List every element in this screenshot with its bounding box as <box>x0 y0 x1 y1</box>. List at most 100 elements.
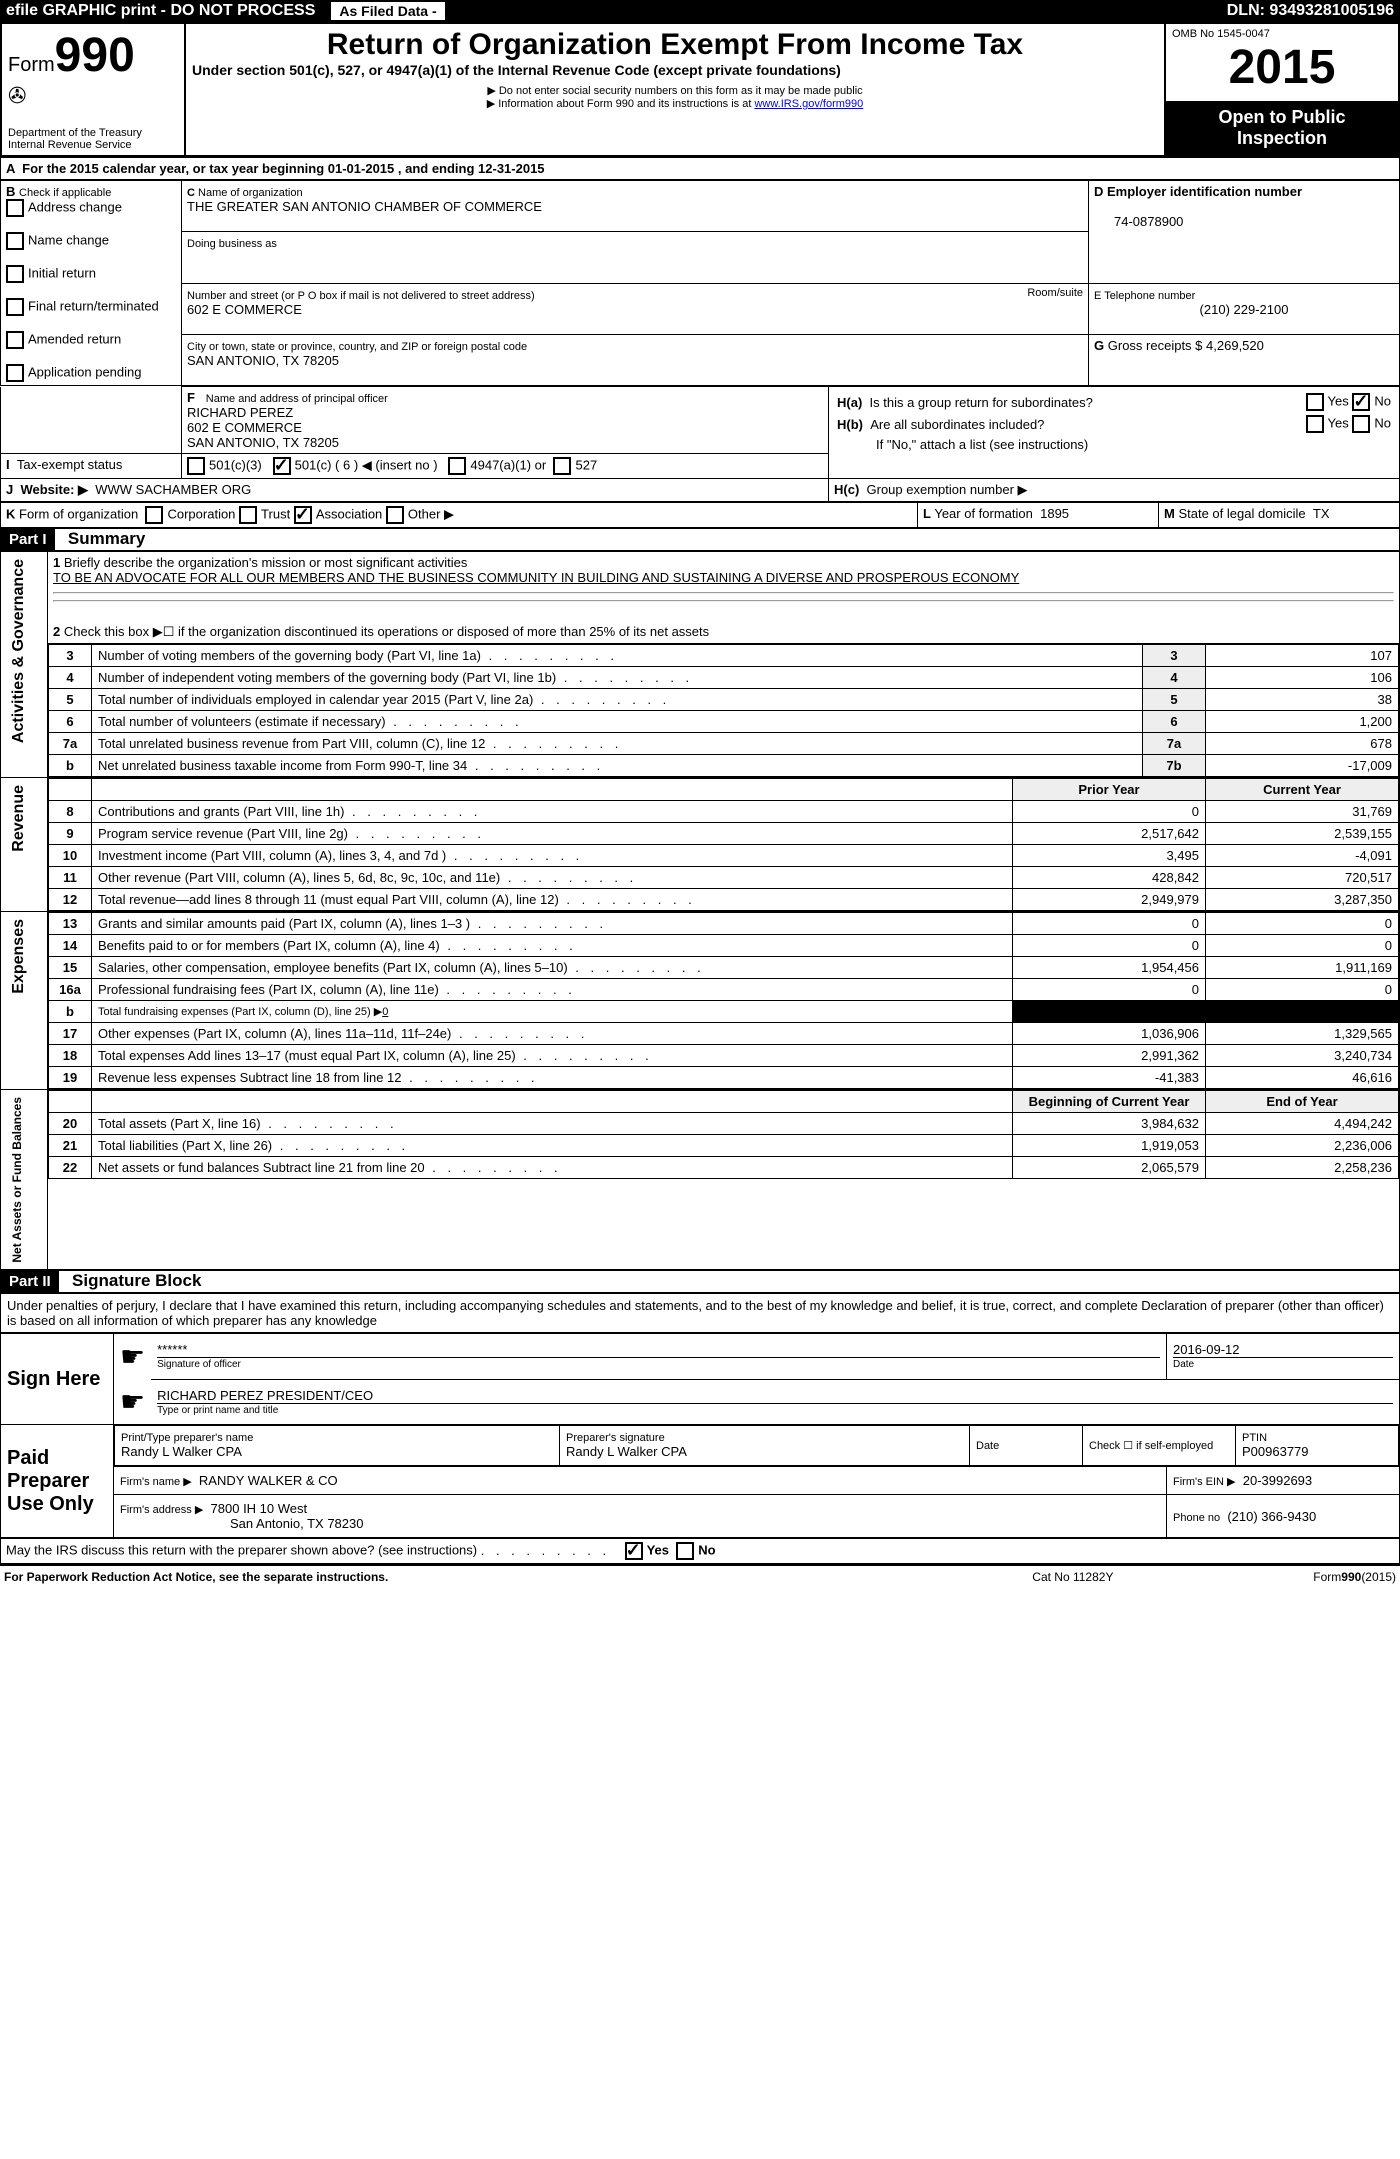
line-text: Total revenue—add lines 8 through 11 (mu… <box>92 888 1013 910</box>
line-num: 14 <box>49 934 92 956</box>
line-num: 15 <box>49 956 92 978</box>
current-value: 0 <box>1206 934 1399 956</box>
officer-city: SAN ANTONIO, TX 78205 <box>187 435 339 450</box>
signature-table: Sign Here ☛ ****** Signature of officer … <box>0 1333 1400 1538</box>
discuss-preparer: May the IRS discuss this return with the… <box>6 1543 477 1558</box>
dln-value: 93493281005196 <box>1269 2 1394 20</box>
cb-ha-no[interactable] <box>1352 393 1370 411</box>
pra-notice: For Paperwork Reduction Act Notice, see … <box>4 1570 388 1584</box>
part2-label: Part II <box>1 1271 59 1292</box>
officer-name: RICHARD PEREZ <box>187 405 293 420</box>
cb-trust[interactable] <box>239 506 257 524</box>
line-text: Total assets (Part X, line 16) <box>92 1112 1013 1134</box>
line-num: 12 <box>49 888 92 910</box>
cb-amended[interactable] <box>6 331 24 349</box>
line-text: Professional fundraising fees (Part IX, … <box>92 978 1013 1000</box>
note-info: ▶ Information about Form 990 and its ins… <box>192 97 1158 110</box>
cb-ha-yes[interactable] <box>1306 393 1324 411</box>
cb-hb-yes[interactable] <box>1306 415 1324 433</box>
officer-name-title: RICHARD PEREZ PRESIDENT/CEO <box>157 1388 1393 1403</box>
line-num: 6 <box>49 710 92 732</box>
current-value: 3,240,734 <box>1206 1044 1399 1066</box>
dln-label: DLN: <box>1227 2 1265 20</box>
state-domicile: TX <box>1313 506 1330 521</box>
prior-value: 2,991,362 <box>1013 1044 1206 1066</box>
efile-bar: efile GRAPHIC print - DO NOT PROCESS As … <box>0 0 1400 22</box>
line-num: 9 <box>49 822 92 844</box>
line-num: b <box>49 1000 92 1022</box>
cb-other[interactable] <box>386 506 404 524</box>
cb-527[interactable] <box>553 457 571 475</box>
prior-value: 0 <box>1013 934 1206 956</box>
line-num: 21 <box>49 1134 92 1156</box>
year-formation: 1895 <box>1040 506 1069 521</box>
line-box: 7a <box>1143 732 1206 754</box>
side-expenses: Expenses <box>6 915 32 998</box>
cb-discuss-yes[interactable] <box>625 1542 643 1560</box>
line-text: Total number of individuals employed in … <box>92 688 1143 710</box>
blackout <box>1013 1000 1206 1022</box>
end-value: 4,494,242 <box>1206 1112 1399 1134</box>
line-num: 4 <box>49 666 92 688</box>
prior-value: 428,842 <box>1013 866 1206 888</box>
line-text: Revenue less expenses Subtract line 18 f… <box>92 1066 1013 1088</box>
dept-treasury: Department of the Treasury <box>8 127 178 139</box>
line-text: Total expenses Add lines 13–17 (must equ… <box>92 1044 1013 1066</box>
phone-value: (210) 229-2100 <box>1094 302 1394 317</box>
part2-title: Signature Block <box>62 1271 201 1290</box>
current-value: 1,329,565 <box>1206 1022 1399 1044</box>
open-inspection: Open to Public Inspection <box>1165 102 1399 156</box>
cb-name-change[interactable] <box>6 232 24 250</box>
cb-501c[interactable] <box>273 457 291 475</box>
dba-label: Doing business as <box>187 238 277 250</box>
header-table: Form990 ✇ Department of the Treasury Int… <box>0 22 1400 157</box>
line-text: Net unrelated business taxable income fr… <box>92 754 1143 776</box>
identity-table: B Check if applicable Address change Nam… <box>0 180 1400 386</box>
mission-text: TO BE AN ADVOCATE FOR ALL OUR MEMBERS AN… <box>53 570 1019 585</box>
firm-phone: (210) 366-9430 <box>1227 1509 1316 1524</box>
prior-value: 0 <box>1013 978 1206 1000</box>
line-box: 5 <box>1143 688 1206 710</box>
firm-name: RANDY WALKER & CO <box>199 1473 338 1488</box>
current-value: 46,616 <box>1206 1066 1399 1088</box>
preparer-sig: Randy L Walker CPA <box>566 1444 963 1459</box>
current-value: -4,091 <box>1206 844 1399 866</box>
line-text: Total unrelated business revenue from Pa… <box>92 732 1143 754</box>
sign-here: Sign Here <box>1 1334 114 1425</box>
cb-address-change[interactable] <box>6 199 24 217</box>
line-text: Investment income (Part VIII, column (A)… <box>92 844 1013 866</box>
cb-discuss-no[interactable] <box>676 1542 694 1560</box>
cb-501c3[interactable] <box>187 457 205 475</box>
preparer-name: Randy L Walker CPA <box>121 1444 553 1459</box>
cb-hb-no[interactable] <box>1352 415 1370 433</box>
col-prior: Prior Year <box>1013 778 1206 800</box>
current-value: 0 <box>1206 978 1399 1000</box>
line-num: 11 <box>49 866 92 888</box>
line-num: 3 <box>49 644 92 666</box>
form-title: Return of Organization Exempt From Incom… <box>192 28 1158 62</box>
prior-value: 0 <box>1013 912 1206 934</box>
note-ssn: ▶ Do not enter social security numbers o… <box>192 84 1158 97</box>
irs-link[interactable]: www.IRS.gov/form990 <box>754 98 863 110</box>
cb-app-pending[interactable] <box>6 364 24 382</box>
beginning-value: 1,919,053 <box>1013 1134 1206 1156</box>
line-text: Total number of volunteers (estimate if … <box>92 710 1143 732</box>
current-value: 2,539,155 <box>1206 822 1399 844</box>
cb-4947[interactable] <box>448 457 466 475</box>
prior-value: 2,517,642 <box>1013 822 1206 844</box>
cb-initial-return[interactable] <box>6 265 24 283</box>
line-num: 10 <box>49 844 92 866</box>
current-value: 1,911,169 <box>1206 956 1399 978</box>
prior-value: 1,036,906 <box>1013 1022 1206 1044</box>
cb-assoc[interactable] <box>294 506 312 524</box>
ptin: P00963779 <box>1242 1444 1392 1459</box>
org-city: SAN ANTONIO, TX 78205 <box>187 353 339 368</box>
asfiled-text: As Filed Data - <box>331 2 444 20</box>
line-box: 6 <box>1143 710 1206 732</box>
section-a: A For the 2015 calendar year, or tax yea… <box>1 158 1400 180</box>
line-num: 8 <box>49 800 92 822</box>
firm-addr1: 7800 IH 10 West <box>211 1501 308 1516</box>
current-value: 3,287,350 <box>1206 888 1399 910</box>
cb-corp[interactable] <box>145 506 163 524</box>
cb-final-return[interactable] <box>6 298 24 316</box>
